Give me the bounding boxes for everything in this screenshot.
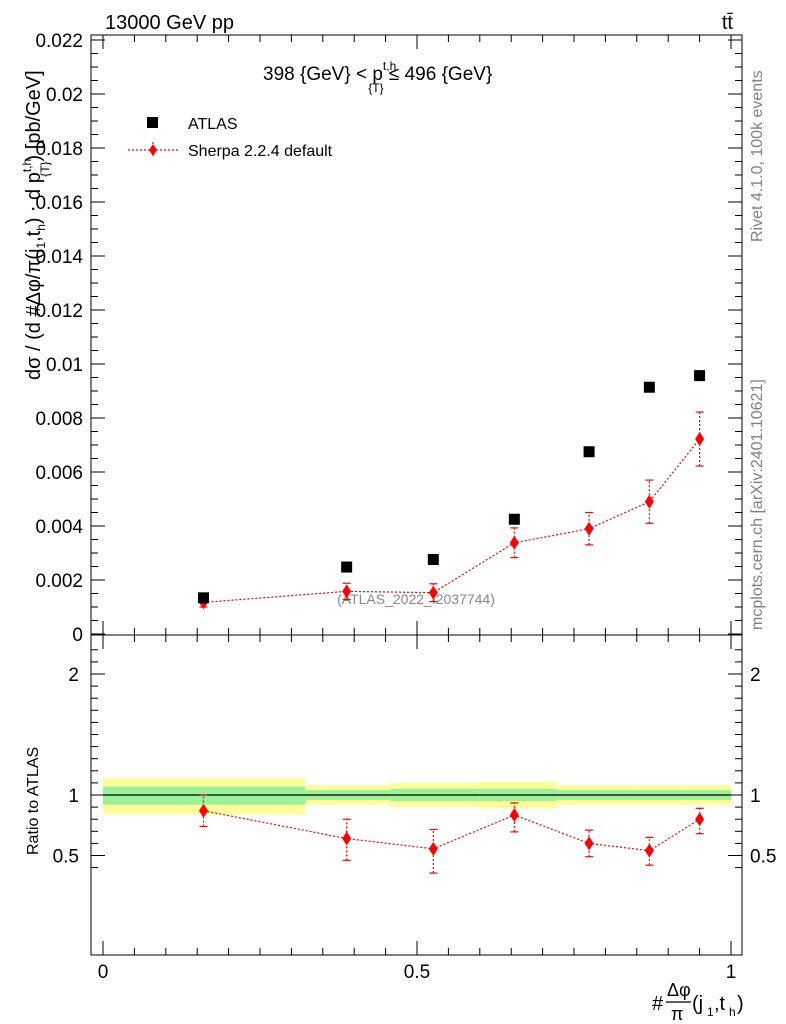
ratio-band-inner bbox=[103, 786, 306, 805]
ratio-point bbox=[342, 831, 352, 846]
sherpa-point bbox=[695, 432, 705, 447]
energy-label: 13000 GeV pp bbox=[105, 12, 234, 34]
ratio-series bbox=[198, 794, 705, 874]
atlas-point bbox=[694, 370, 706, 382]
ratio-point bbox=[584, 836, 594, 851]
sherpa-point bbox=[644, 494, 654, 509]
ratio-ylabel: Ratio to ATLAS bbox=[25, 747, 42, 855]
ratio-ytick-label-right: 2 bbox=[750, 665, 761, 686]
main-series bbox=[197, 370, 706, 610]
svg-text:(j: (j bbox=[692, 993, 703, 1015]
main-x-ticks bbox=[102, 35, 732, 635]
title-sup: t,h bbox=[383, 59, 396, 73]
main-ytick-label: 0.02 bbox=[46, 85, 83, 106]
svg-text:π: π bbox=[671, 1004, 683, 1024]
main-ytick-label: 0.006 bbox=[35, 463, 83, 484]
svg-text:): ) bbox=[737, 993, 744, 1015]
atlas-point bbox=[427, 553, 439, 565]
ylabel-frac: Δφ/π bbox=[23, 260, 45, 306]
process-label: tt̄ bbox=[722, 12, 734, 34]
legend-sherpa-marker bbox=[149, 144, 157, 156]
watermark: (ATLAS_2022_I2037744) bbox=[337, 591, 495, 607]
ratio-ytick-label: 0.5 bbox=[53, 847, 79, 868]
atlas-point bbox=[643, 381, 655, 393]
ratio-xtick-label: 0 bbox=[98, 962, 109, 983]
ratio-y-ticks: 0.5 0.5 1 1 2 2 bbox=[53, 649, 776, 869]
legend-atlas-marker bbox=[147, 117, 158, 128]
title-prefix: 398 {GeV} < p bbox=[263, 64, 383, 85]
main-ytick-label: 0.014 bbox=[35, 247, 83, 268]
main-ytick-label: 0.01 bbox=[46, 355, 83, 376]
main-ytick-label: 0.022 bbox=[35, 31, 83, 52]
main-ytick-label: 0.002 bbox=[35, 571, 83, 592]
atlas-point bbox=[197, 592, 209, 604]
ratio-point bbox=[644, 843, 654, 858]
ratio-point bbox=[695, 812, 705, 827]
main-ytick-label: 0.016 bbox=[35, 193, 83, 214]
legend-sherpa-label: Sherpa 2.2.4 default bbox=[188, 143, 333, 160]
title-suffix: ≤ 496 {GeV} bbox=[384, 64, 493, 85]
ratio-ytick-label-right: 0.5 bbox=[750, 847, 776, 868]
rivet-label: Rivet 4.1.0, 100k events bbox=[749, 70, 766, 242]
ylabel-part1: dσ / (d # bbox=[23, 305, 45, 380]
ratio-ytick-label: 2 bbox=[68, 665, 79, 686]
ylabel-part2: (j bbox=[23, 249, 45, 260]
main-ytick-label: 0.008 bbox=[35, 409, 83, 430]
mcplots-label: mcplots.cern.ch [arXiv:2401.10621] bbox=[749, 379, 766, 630]
svg-text:dσ / (d #Δφ/π(j1,th) ⋅ d pt,h{: dσ / (d #Δφ/π(j1,th) ⋅ d pt,h {T}) [pb/Ge… bbox=[20, 70, 52, 380]
title-sub: {T} bbox=[368, 81, 383, 95]
sherpa-point bbox=[428, 585, 438, 600]
main-ytick-label: 0 bbox=[72, 625, 83, 646]
ratio-xtick-label: 0.5 bbox=[404, 962, 430, 983]
ratio-panel: 0.5 0.51 12 2 0 0.5 1 Ratio to ATLAS # Δφ π (… bbox=[25, 634, 776, 1024]
main-ylabel: dσ / (d #Δφ/π(j1,th) ⋅ d pt,h {T}) [pb/Ge… bbox=[20, 70, 52, 380]
ratio-x-ticks: 0 0.5 1 bbox=[98, 635, 737, 983]
legend: ATLAS Sherpa 2.2.4 default bbox=[128, 116, 333, 160]
ratio-sherpa-line bbox=[203, 810, 700, 852]
ratio-ytick-label-right: 1 bbox=[750, 786, 761, 807]
sherpa-point bbox=[584, 521, 594, 536]
ratio-xtick-label: 1 bbox=[726, 962, 737, 983]
svg-text:Δφ: Δφ bbox=[667, 980, 691, 1000]
main-panel: 0 0.002 0.004 0.006 0.008 0.01 0.012 0.014 0.016… bbox=[20, 31, 743, 646]
svg-text:,t: ,t bbox=[714, 993, 726, 1015]
x-axis-label: # Δφ π (j 1 ,t h ) bbox=[652, 980, 744, 1024]
atlas-point bbox=[341, 561, 353, 573]
legend-atlas-label: ATLAS bbox=[188, 116, 238, 133]
ratio-point bbox=[509, 807, 519, 822]
atlas-point bbox=[508, 513, 520, 525]
ratio-ytick-label: 1 bbox=[68, 786, 79, 807]
main-ytick-label: 0.012 bbox=[35, 301, 83, 322]
svg-text:1: 1 bbox=[707, 1005, 714, 1019]
main-ytick-label: 0.018 bbox=[35, 139, 83, 160]
main-y-ticks: 0 0.002 0.004 0.006 0.008 0.01 0.012 0.014 0.016… bbox=[35, 31, 742, 646]
ratio-bands bbox=[103, 778, 731, 815]
ratio-point bbox=[428, 841, 438, 856]
ratio-point bbox=[198, 803, 208, 818]
svg-text:h: h bbox=[729, 1005, 736, 1019]
sherpa-line bbox=[203, 438, 701, 604]
main-ytick-label: 0.004 bbox=[35, 517, 83, 538]
atlas-point bbox=[583, 446, 595, 458]
sherpa-point bbox=[509, 535, 519, 550]
sherpa-point bbox=[342, 584, 352, 599]
svg-text:#: # bbox=[652, 993, 664, 1015]
main-title: 398 {GeV} < pt,h {T} ≤ 496 {GeV} bbox=[263, 59, 492, 95]
